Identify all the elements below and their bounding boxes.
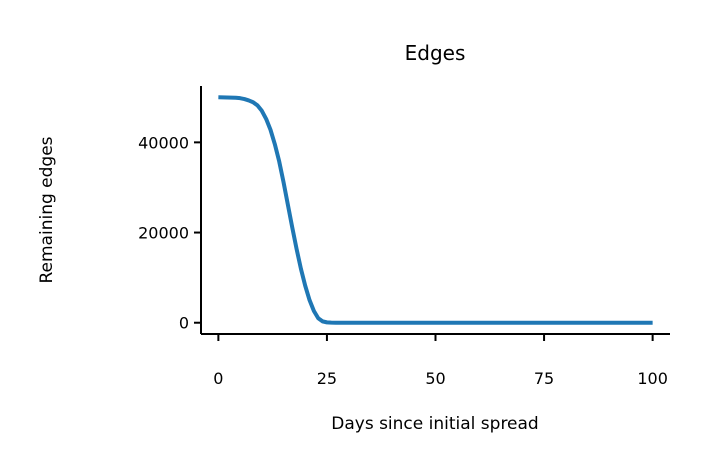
- y-tick-label: 0: [179, 314, 189, 333]
- x-tick-label: 75: [534, 369, 554, 388]
- x-tick-label: 50: [425, 369, 445, 388]
- series-line-0: [218, 95, 653, 325]
- x-tick-label: 0: [213, 369, 223, 388]
- chart-title: Edges: [405, 41, 466, 65]
- x-axis-label: Days since initial spread: [331, 414, 538, 434]
- x-tick-label: 25: [317, 369, 337, 388]
- x-tick-label: 100: [637, 369, 668, 388]
- y-tick-label: 40000: [138, 133, 189, 152]
- y-tick-label: 20000: [138, 224, 189, 243]
- y-axis-label: Remaining edges: [37, 136, 57, 283]
- plot-area: [218, 95, 653, 325]
- y-axis-ticks: 0 20000 40000: [138, 133, 201, 333]
- x-axis-ticks: 0 25 50 75 100: [213, 334, 668, 388]
